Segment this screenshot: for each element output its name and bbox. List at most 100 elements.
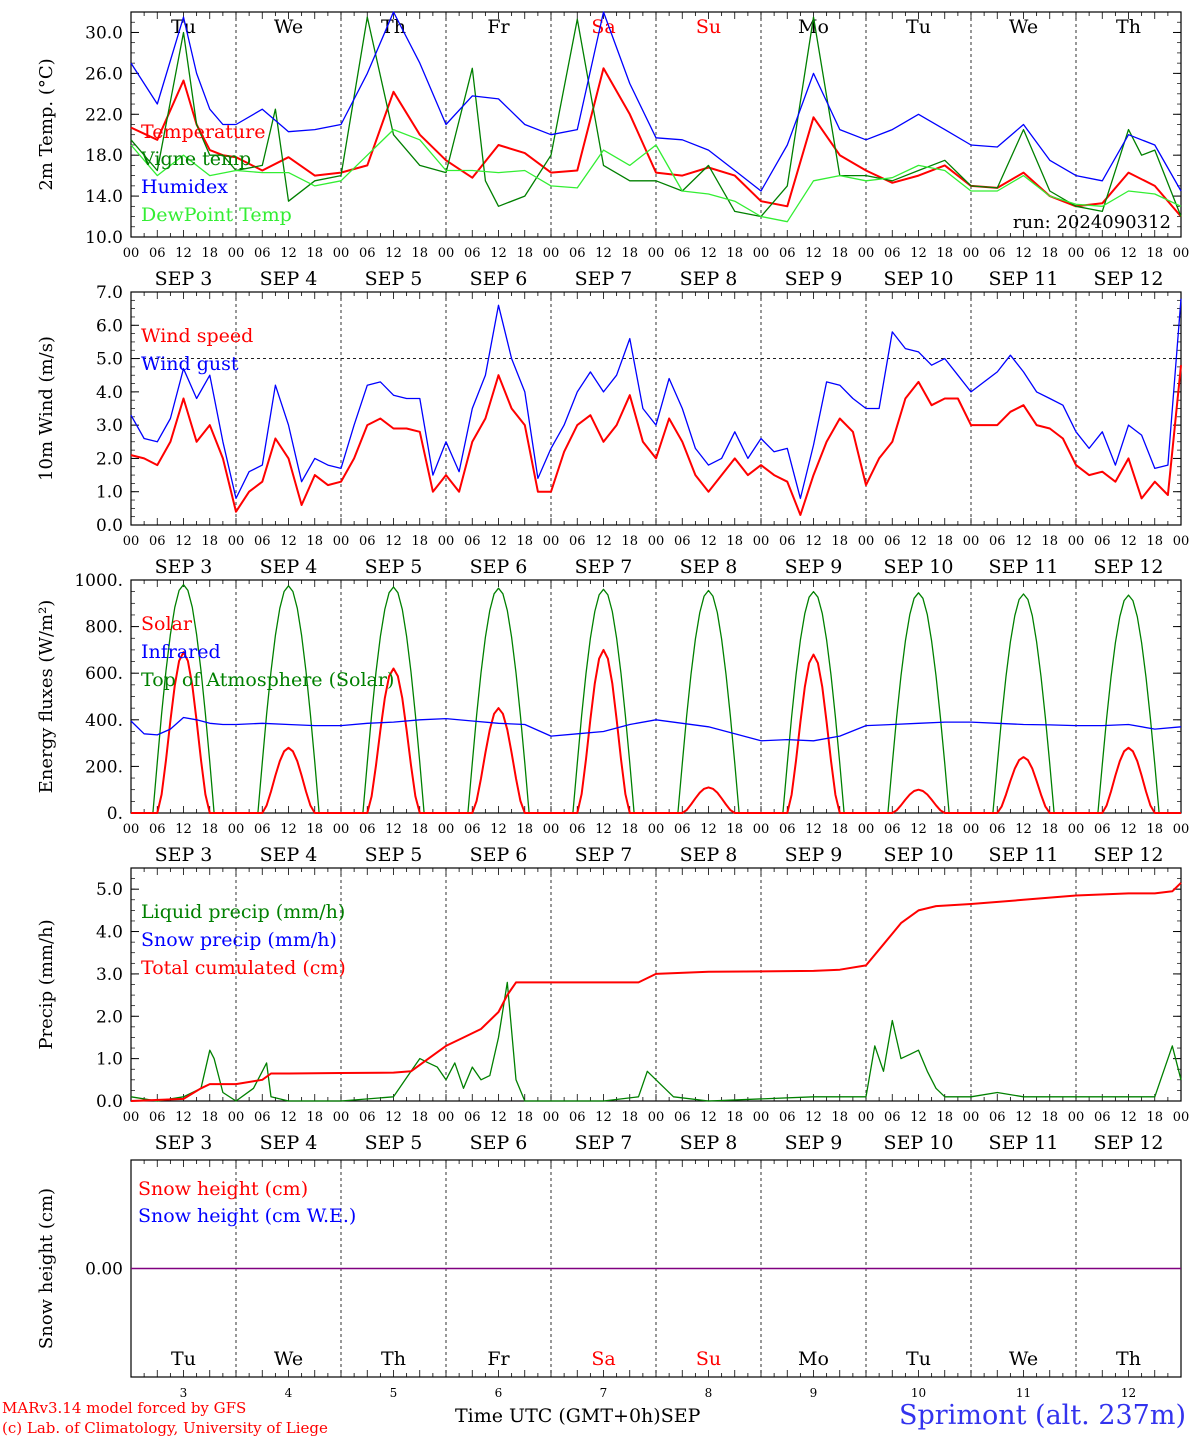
hour-tick-label: 06 xyxy=(569,1110,586,1125)
hour-tick-label: 18 xyxy=(201,822,218,837)
hour-tick-label: 12 xyxy=(700,534,717,549)
hour-tick-label: 06 xyxy=(569,822,586,837)
solar-line xyxy=(131,648,1181,814)
day-number-label: 9 xyxy=(810,1386,818,1400)
date-label: SEP 5 xyxy=(365,1132,423,1154)
hour-tick-label: 00 xyxy=(963,246,980,261)
hour-tick-label: 18 xyxy=(1041,534,1058,549)
hour-tick-label: 00 xyxy=(123,822,140,837)
y-axis-label: 2m Temp. (°C) xyxy=(36,58,57,190)
hour-tick-label: 12 xyxy=(385,246,402,261)
y-tick-label: 4.0 xyxy=(96,923,123,943)
y-tick-label: 7.0 xyxy=(96,283,123,303)
hour-tick-label: 06 xyxy=(779,1110,796,1125)
hour-tick-label: 00 xyxy=(753,246,770,261)
hour-tick-label: 12 xyxy=(1120,822,1137,837)
date-label: SEP 7 xyxy=(575,844,633,866)
hour-tick-label: 12 xyxy=(700,246,717,261)
date-label: SEP 9 xyxy=(785,556,843,578)
hour-tick-label: 12 xyxy=(805,1110,822,1125)
y-axis-label: Energy fluxes (W/m²) xyxy=(36,600,57,794)
legend-entry: Total cumulated (cm) xyxy=(141,957,346,979)
date-label: SEP 10 xyxy=(884,268,954,290)
hour-tick-label: 06 xyxy=(359,822,376,837)
hour-tick-label: 12 xyxy=(1120,1110,1137,1125)
y-tick-label: 4.0 xyxy=(96,383,123,403)
day-number-label: 4 xyxy=(285,1386,293,1400)
date-label: SEP 10 xyxy=(884,1132,954,1154)
hour-tick-label: 06 xyxy=(989,822,1006,837)
legend-entry: Top of Atmosphere (Solar) xyxy=(141,669,394,691)
hour-tick-label: 00 xyxy=(228,534,245,549)
hour-tick-label: 06 xyxy=(569,246,586,261)
hour-tick-label: 00 xyxy=(753,534,770,549)
day-number-label: 7 xyxy=(600,1386,608,1400)
date-label: SEP 5 xyxy=(365,556,423,578)
wind-panel: 0.0 1.0 2.0 3.0 4.0 5.0 6.0 7.0 10m Wind (m/s) 00… xyxy=(36,283,1189,578)
hour-tick-label: 18 xyxy=(936,1110,953,1125)
date-label: SEP 7 xyxy=(575,268,633,290)
day-name-label: Th xyxy=(1116,1348,1141,1370)
day-name-label: Fr xyxy=(487,16,510,38)
y-tick-label: 1.0 xyxy=(96,483,123,503)
hour-tick-label: 18 xyxy=(831,822,848,837)
hour-tick-label: 06 xyxy=(779,534,796,549)
day-name-label: We xyxy=(274,1348,303,1370)
hour-tick-label: 12 xyxy=(805,534,822,549)
time-axis-title: Time UTC (GMT+0h) xyxy=(455,1405,661,1427)
hour-tick-label: 12 xyxy=(700,1110,717,1125)
hour-tick-label: 00 xyxy=(543,246,560,261)
hour-tick-label: 06 xyxy=(359,1110,376,1125)
y-tick-label: 200. xyxy=(85,757,123,777)
y-tick-label: 6.0 xyxy=(96,316,123,336)
y-tick-label: 26.0 xyxy=(85,64,123,84)
hour-tick-label: 06 xyxy=(464,246,481,261)
hour-tick-label: 00 xyxy=(333,246,350,261)
date-label: SEP 12 xyxy=(1094,1132,1164,1154)
legend-entry: Snow precip (mm/h) xyxy=(141,929,337,951)
date-label: SEP 4 xyxy=(260,1132,318,1154)
day-name-label: Tu xyxy=(171,1348,196,1370)
hour-tick-label: 00 xyxy=(648,1110,665,1125)
hour-tick-label: 12 xyxy=(385,534,402,549)
hour-tick-label: 06 xyxy=(149,534,166,549)
hour-tick-label: 00 xyxy=(228,1110,245,1125)
day-name-label: Sa xyxy=(591,1348,615,1370)
date-label: SEP 4 xyxy=(260,844,318,866)
hour-tick-label: 06 xyxy=(149,1110,166,1125)
hour-tick-label: 00 xyxy=(963,1110,980,1125)
hour-tick-label: 18 xyxy=(936,534,953,549)
day-name-label: We xyxy=(274,16,303,38)
temperature-vigne-templine xyxy=(130,16,1182,218)
hour-tick-label: 18 xyxy=(201,1110,218,1125)
day-name-label: Sa xyxy=(591,16,615,38)
hour-tick-label: 18 xyxy=(831,1110,848,1125)
hour-tick-label: 00 xyxy=(858,1110,875,1125)
hour-tick-label: 06 xyxy=(1094,246,1111,261)
hour-tick-label: 12 xyxy=(490,246,507,261)
hour-tick-label: 18 xyxy=(411,1110,428,1125)
day-number-label: 10 xyxy=(911,1386,926,1400)
hour-tick-label: 18 xyxy=(726,246,743,261)
hour-tick-label: 12 xyxy=(1015,822,1032,837)
hour-tick-label: 12 xyxy=(490,822,507,837)
hour-tick-label: 06 xyxy=(149,246,166,261)
hour-tick-label: 18 xyxy=(516,822,533,837)
date-label: SEP 3 xyxy=(155,556,213,578)
hour-tick-label: 18 xyxy=(1146,1110,1163,1125)
hour-tick-label: 18 xyxy=(516,534,533,549)
legend-entry: Temperature xyxy=(141,121,265,143)
hour-tick-label: 00 xyxy=(648,534,665,549)
hour-tick-label: 06 xyxy=(884,822,901,837)
hour-tick-label: 06 xyxy=(1094,534,1111,549)
legend-entry: Snow height (cm W.E.) xyxy=(138,1205,356,1227)
y-tick-label: 3.0 xyxy=(96,965,123,985)
wind-wind-speedline xyxy=(130,365,1182,516)
hour-tick-label: 18 xyxy=(621,246,638,261)
day-number-label: 11 xyxy=(1016,1386,1031,1400)
y-tick-label: 5.0 xyxy=(96,880,123,900)
date-label: SEP 6 xyxy=(470,844,528,866)
day-name-label: Su xyxy=(696,1348,721,1370)
hour-tick-label: 00 xyxy=(543,534,560,549)
